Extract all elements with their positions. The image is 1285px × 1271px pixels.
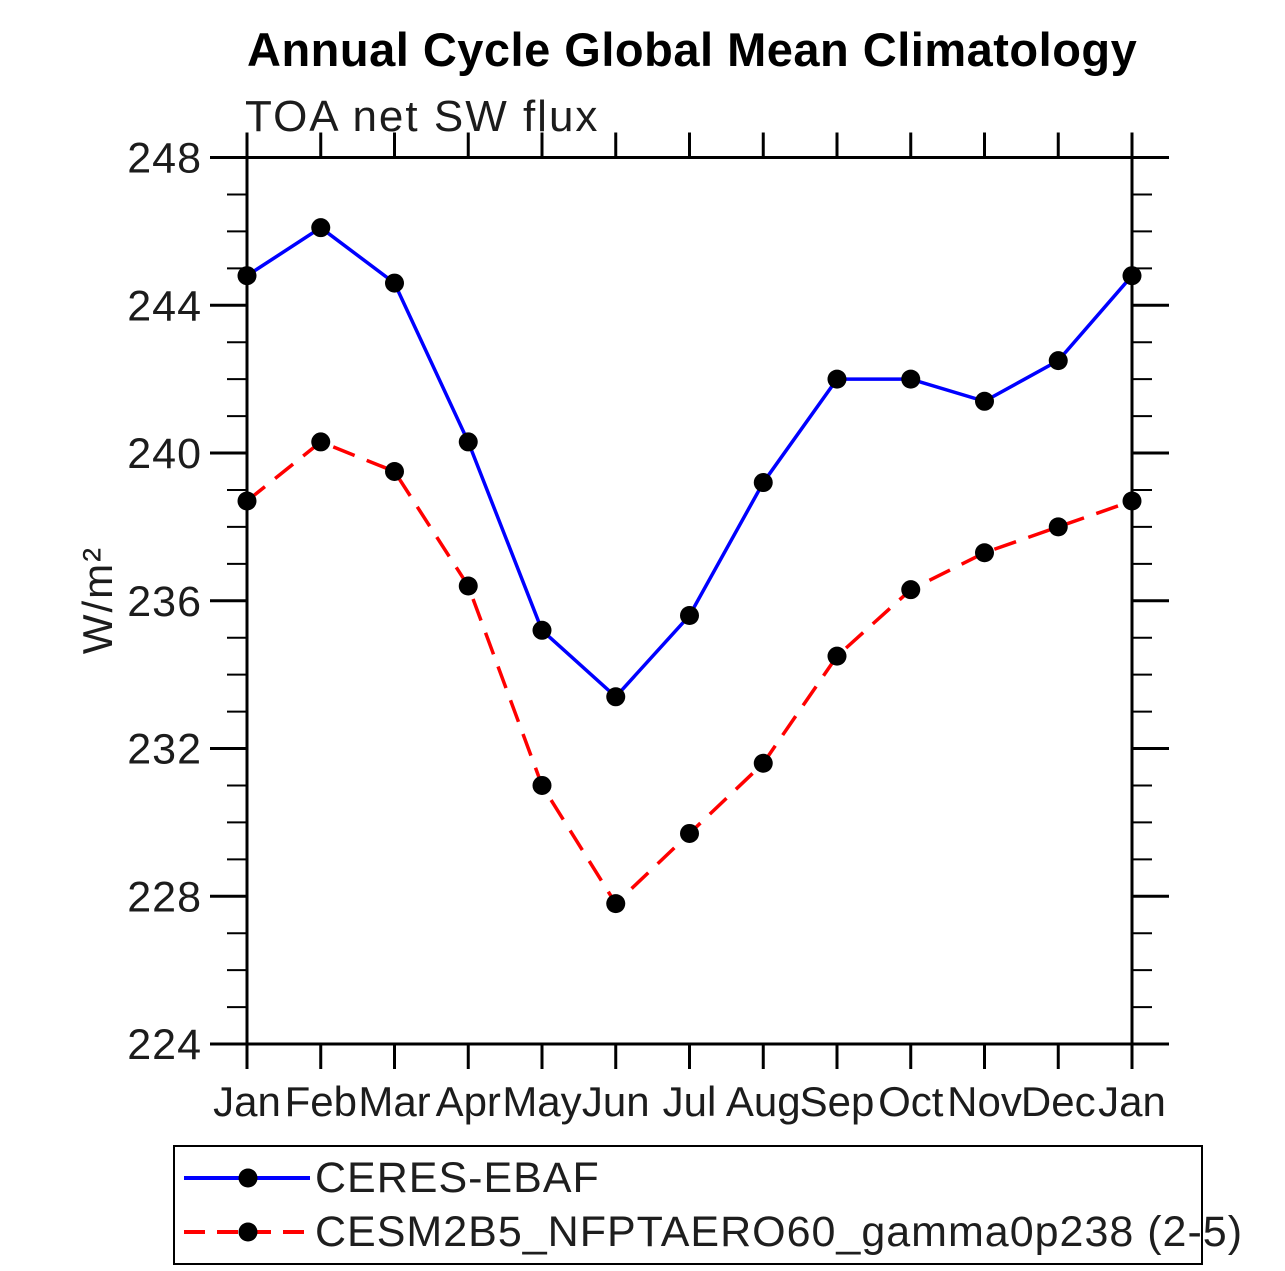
legend-line-sample-solid [184, 1168, 310, 1188]
y-tick-label: 228 [127, 873, 202, 921]
data-point-series-1 [901, 580, 921, 600]
y-tick-label: 236 [127, 578, 202, 626]
plot-frame [245, 156, 1134, 1046]
x-tick-label: Jul [663, 1078, 717, 1125]
y-tick-label: 224 [127, 1021, 202, 1069]
data-point-series-1 [532, 775, 552, 795]
data-point-series-0 [680, 606, 699, 626]
data-point-series-1 [237, 491, 257, 511]
data-point-series-0 [753, 473, 773, 493]
legend-marker-circle [238, 1168, 258, 1188]
y-tick-label: 240 [127, 430, 202, 478]
data-point-series-0 [237, 266, 257, 286]
series-line-0 [246, 225, 1134, 700]
x-tick-label: Dec [1021, 1078, 1096, 1125]
data-point-series-1 [827, 646, 847, 666]
x-tick-label: Apr [436, 1078, 501, 1125]
data-point-series-1 [385, 461, 404, 481]
chart-subtitle: TOA net SW flux [245, 92, 600, 141]
x-tick-label: May [502, 1078, 581, 1125]
x-tick-label: Aug [726, 1078, 801, 1125]
y-tick-label: 248 [127, 135, 202, 183]
data-point-series-0 [385, 273, 404, 293]
data-point-series-1 [1048, 517, 1068, 537]
y-tick-label: 244 [127, 282, 202, 330]
legend-box: CERES-EBAF CESM2B5_NFPTAERO60_gamma0p238… [173, 1145, 1242, 1265]
legend-marker-circle [238, 1222, 258, 1242]
data-point-series-0 [532, 620, 552, 640]
x-tick-label: Jan [213, 1078, 281, 1125]
data-point-series-0 [1048, 351, 1068, 371]
data-point-series-0 [975, 391, 994, 411]
data-point-series-0 [606, 687, 626, 707]
data-point-series-0 [1122, 266, 1142, 286]
data-point-series-1 [458, 576, 478, 596]
chart-title: Annual Cycle Global Mean Climatology [247, 23, 1138, 76]
data-point-series-1 [311, 432, 331, 452]
data-point-series-0 [458, 432, 478, 452]
data-point-series-1 [975, 543, 994, 563]
legend-line-sample-dashed [184, 1222, 310, 1242]
legend-item-ceres: CERES-EBAF [180, 1151, 1201, 1205]
x-tick-label: Mar [358, 1078, 430, 1125]
y-tick-label: 232 [127, 726, 202, 774]
legend-label-ceres: CERES-EBAF [315, 1153, 600, 1202]
data-point-series-1 [606, 894, 626, 914]
legend-label-cesm: CESM2B5_NFPTAERO60_gamma0p238 (2-5) [315, 1207, 1244, 1256]
x-tick-label: Feb [285, 1078, 357, 1125]
data-point-series-0 [311, 218, 331, 238]
x-tick-label: Jun [582, 1078, 650, 1125]
data-point-series-0 [901, 369, 921, 389]
x-tick-label: Jan [1098, 1078, 1166, 1125]
data-point-series-0 [827, 369, 847, 389]
x-tick-label: Oct [878, 1078, 944, 1125]
data-point-series-1 [753, 753, 773, 773]
data-point-series-1 [1122, 491, 1142, 511]
x-tick-label: Nov [947, 1078, 1022, 1125]
data-point-series-1 [680, 823, 699, 843]
x-tick-label: Sep [800, 1078, 875, 1125]
legend-item-cesm: CESM2B5_NFPTAERO60_gamma0p238 (2-5) [180, 1205, 1242, 1259]
